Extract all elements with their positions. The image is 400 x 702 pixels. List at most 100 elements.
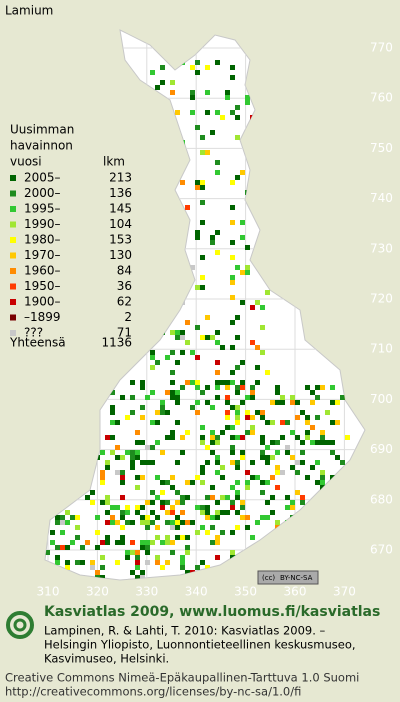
observation-square: [105, 495, 110, 500]
observation-square: [100, 500, 105, 505]
observation-square: [250, 430, 255, 435]
observation-square: [165, 390, 170, 395]
observation-square: [55, 545, 60, 550]
observation-square: [235, 175, 240, 180]
observation-square: [195, 70, 200, 75]
observation-square: [270, 475, 275, 480]
observation-square: [180, 350, 185, 355]
observation-square: [250, 475, 255, 480]
northing-label: 770: [370, 41, 393, 55]
observation-square: [235, 410, 240, 415]
observation-square: [195, 410, 200, 415]
observation-square: [220, 380, 225, 385]
logo-inner: [13, 618, 27, 632]
citation-line: Helsingin Yliopisto, Luonnontieteellinen…: [44, 638, 356, 652]
observation-square: [170, 370, 175, 375]
observation-square: [75, 560, 80, 565]
observation-square: [175, 110, 180, 115]
observation-square: [165, 535, 170, 540]
easting-label: 370: [333, 585, 356, 599]
observation-square: [340, 395, 345, 400]
observation-square: [310, 465, 315, 470]
observation-square: [150, 510, 155, 515]
observation-square: [170, 540, 175, 545]
observation-square: [260, 455, 265, 460]
observation-square: [135, 550, 140, 555]
observation-square: [90, 565, 95, 570]
observation-square: [210, 515, 215, 520]
observation-square: [250, 535, 255, 540]
legend-swatch: [10, 175, 16, 181]
observation-square: [260, 435, 265, 440]
observation-square: [180, 385, 185, 390]
observation-square: [215, 385, 220, 390]
observation-square: [280, 470, 285, 475]
observation-square: [195, 285, 200, 290]
observation-square: [75, 535, 80, 540]
observation-square: [130, 395, 135, 400]
observation-square: [205, 65, 210, 70]
observation-square: [210, 435, 215, 440]
observation-square: [140, 520, 145, 525]
observation-square: [185, 545, 190, 550]
observation-square: [110, 410, 115, 415]
observation-square: [255, 520, 260, 525]
observation-square: [225, 495, 230, 500]
observation-square: [160, 410, 165, 415]
easting-label: 310: [37, 585, 60, 599]
observation-square: [300, 410, 305, 415]
observation-square: [315, 460, 320, 465]
observation-square: [260, 490, 265, 495]
observation-square: [230, 380, 235, 385]
observation-square: [130, 460, 135, 465]
northing-label: 700: [370, 392, 393, 406]
observation-square: [235, 390, 240, 395]
observation-square: [120, 510, 125, 515]
legend-count: 36: [117, 279, 132, 293]
legend: Uusimman havainnon vuosi lkm 2005– 213 2000– 13…: [9, 123, 132, 350]
observation-square: [265, 500, 270, 505]
legend-swatch: [10, 314, 16, 321]
observation-square: [140, 475, 145, 480]
observation-square: [65, 560, 70, 565]
observation-square: [245, 265, 250, 270]
observation-square: [320, 435, 325, 440]
observation-square: [290, 430, 295, 435]
observation-square: [320, 475, 325, 480]
observation-square: [140, 405, 145, 410]
observation-square: [110, 435, 115, 440]
observation-square: [295, 470, 300, 475]
observation-square: [225, 380, 230, 385]
observation-square: [215, 380, 220, 385]
observation-square: [230, 180, 235, 185]
observation-square: [200, 435, 205, 440]
legend-count: 2: [124, 310, 132, 324]
observation-square: [255, 300, 260, 305]
northing-label: 710: [370, 342, 393, 356]
observation-square: [135, 450, 140, 455]
observation-square: [160, 450, 165, 455]
observation-square: [155, 535, 160, 540]
observation-square: [200, 510, 205, 515]
observation-square: [195, 185, 200, 190]
observation-square: [275, 520, 280, 525]
observation-square: [170, 520, 175, 525]
observation-square: [155, 525, 160, 530]
observation-square: [165, 540, 170, 545]
observation-square: [220, 115, 225, 120]
observation-square: [240, 450, 245, 455]
observation-square: [105, 500, 110, 505]
observation-square: [310, 425, 315, 430]
observation-square: [175, 390, 180, 395]
observation-square: [135, 555, 140, 560]
observation-square: [185, 430, 190, 435]
observation-square: [265, 445, 270, 450]
observation-square: [205, 400, 210, 405]
observation-square: [125, 555, 130, 560]
legend-label: 1990–: [24, 217, 61, 231]
observation-square: [235, 365, 240, 370]
observation-square: [120, 470, 125, 475]
observation-square: [205, 150, 210, 155]
observation-square: [275, 465, 280, 470]
observation-square: [230, 205, 235, 210]
